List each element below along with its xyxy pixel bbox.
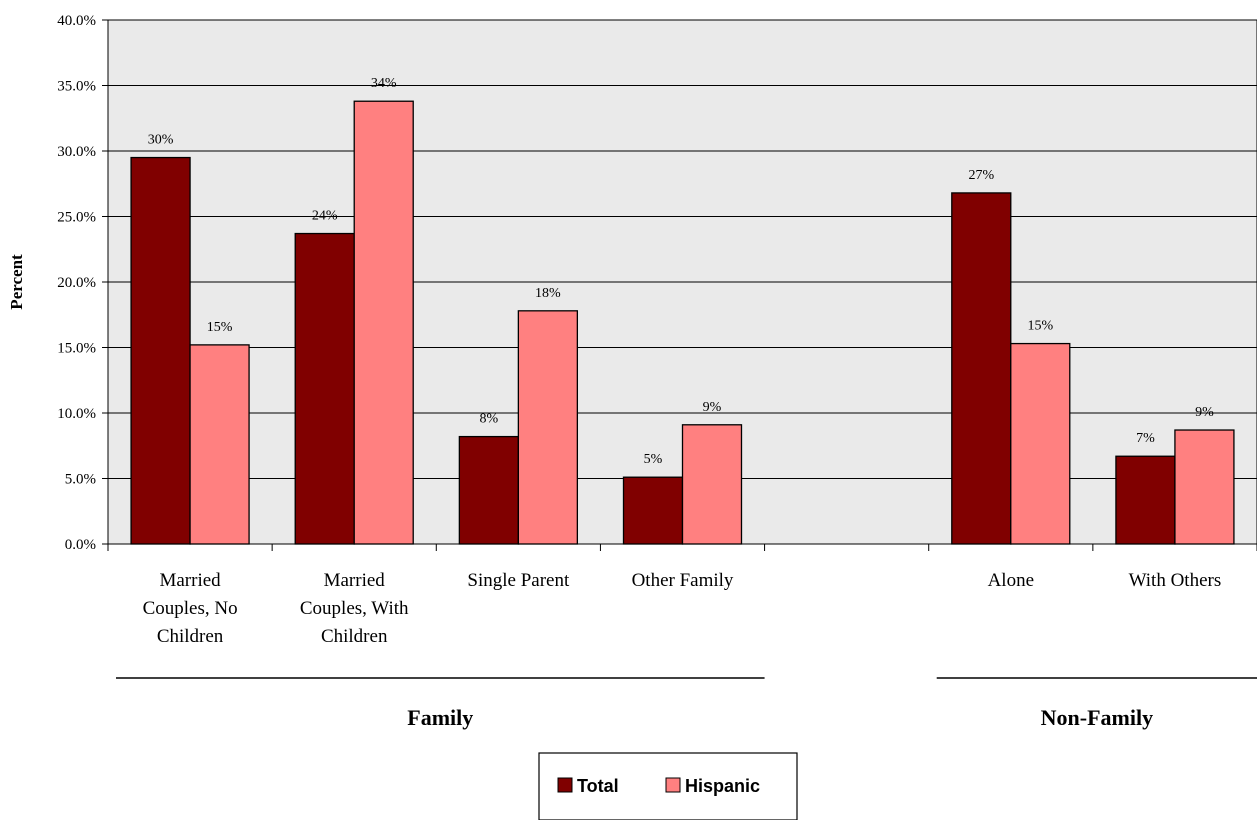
category-label: Children (321, 626, 388, 647)
y-axis-ticks: 0.0% 5.0% 10.0% 15.0% 20.0% 25.0% 30.0% 35.0% 40… (57, 13, 1257, 553)
bars (130, 100, 1235, 545)
data-label-hispanic-1: 34% (371, 76, 397, 91)
group-label: Non-Family (1041, 705, 1153, 730)
category-label: Couples, No (143, 598, 238, 619)
bar-total-3 (622, 476, 684, 545)
category-label: Married (159, 570, 221, 591)
bar-total-2 (458, 435, 520, 545)
bar-hispanic-0 (189, 344, 250, 545)
y-axis-title: Percent (7, 254, 26, 310)
legend-label-total: Total (577, 776, 619, 796)
y-tick-label: 5.0% (65, 472, 96, 488)
legend-label-hispanic: Hispanic (685, 776, 760, 796)
bar-total-6 (1115, 455, 1176, 545)
y-tick-label: 15.0% (57, 341, 96, 357)
data-label-total-5: 27% (968, 168, 994, 183)
bar-hispanic-1 (353, 100, 414, 545)
y-tick-label: 40.0% (57, 13, 96, 29)
y-tick-label: 10.0% (57, 406, 96, 422)
data-label-hispanic-0: 15% (207, 320, 233, 335)
data-label-hispanic-6: 9% (1195, 405, 1214, 420)
category-label: With Others (1129, 570, 1222, 591)
category-label: Children (157, 626, 224, 647)
data-label-hispanic-3: 9% (703, 400, 722, 415)
data-label-total-6: 7% (1136, 431, 1155, 446)
category-label: Alone (988, 570, 1034, 591)
x-axis-categories: Married Couples, No Children Married Couples… (143, 570, 1222, 647)
legend-swatch-hispanic (665, 777, 681, 793)
y-tick-label: 25.0% (57, 210, 96, 226)
category-label: Other Family (632, 570, 734, 591)
category-label: Single Parent (467, 570, 570, 591)
y-tick-label: 0.0% (65, 537, 96, 553)
legend-swatch-total (557, 777, 573, 793)
data-label-total-3: 5% (644, 452, 663, 467)
y-tick-label: 30.0% (57, 144, 96, 160)
category-groups: Family Non-Family (116, 677, 1257, 730)
data-label-total-1: 24% (312, 209, 338, 224)
bar-hispanic-6 (1174, 429, 1235, 545)
legend: Total Hispanic (538, 752, 798, 820)
data-label-hispanic-2: 18% (535, 286, 561, 301)
data-label-total-2: 8% (480, 412, 499, 427)
y-tick-label: 35.0% (57, 79, 96, 95)
y-tick-label: 20.0% (57, 275, 96, 291)
bar-total-5 (951, 192, 1012, 545)
bar-hispanic-5 (1010, 342, 1071, 545)
bar-total-0 (130, 156, 191, 545)
data-label-total-0: 30% (148, 133, 174, 148)
category-label: Couples, With (300, 598, 409, 619)
bar-hispanic-2 (517, 310, 579, 545)
data-labels: 30% 24% 8% 5% 27% 7% 15% 34% 18% 9% 15% 9% (148, 76, 1214, 467)
group-label: Family (407, 705, 473, 730)
bar-total-1 (294, 232, 355, 545)
data-label-hispanic-5: 15% (1027, 319, 1053, 334)
bar-hispanic-3 (681, 424, 743, 545)
category-label: Married (324, 570, 386, 591)
